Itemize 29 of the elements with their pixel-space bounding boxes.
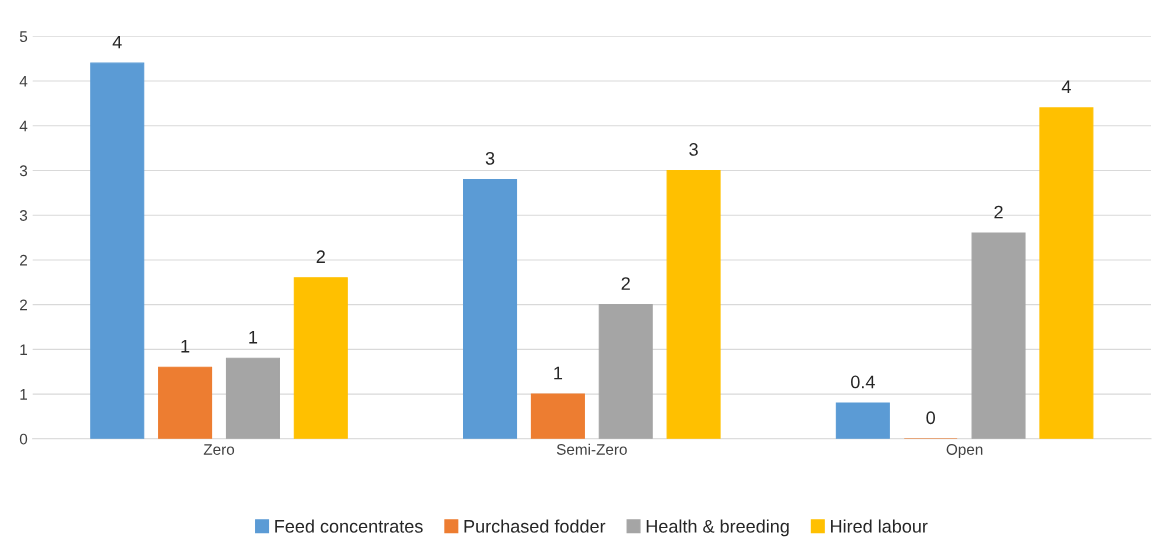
legend-label: Purchased fodder (464, 519, 606, 533)
x-tick-label: Zero (203, 444, 235, 455)
y-tick-label: 3 (19, 210, 28, 221)
x-tick-label: Semi-Zero (556, 443, 627, 455)
y-tick-label: 1 (20, 344, 28, 355)
data-label: 3 (689, 143, 698, 156)
y-tick-label: 1 (20, 389, 28, 400)
data-label: 4 (1061, 80, 1071, 94)
legend-label: Health & breeding (646, 519, 789, 537)
data-label: 4 (112, 35, 122, 49)
data-label: 3 (485, 151, 495, 165)
x-tick-label: Open (946, 444, 983, 458)
y-tick-label: 4 (19, 120, 28, 132)
data-label: 0.4 (851, 375, 875, 389)
y-tick-label: 4 (19, 76, 28, 87)
y-tick-label: 5 (19, 31, 28, 43)
legend-label: Hired labour (831, 519, 928, 533)
data-label: 0 (926, 411, 936, 425)
y-tick-label: 2 (20, 254, 27, 266)
data-label: 2 (621, 277, 630, 290)
y-tick-label: 2 (20, 299, 27, 311)
data-label: 2 (316, 250, 325, 263)
y-tick-label: 0 (19, 433, 28, 445)
data-label: 1 (554, 366, 563, 380)
data-label: 1 (249, 331, 258, 344)
legend-label: Feed concentrates (275, 519, 423, 533)
data-label: 2 (994, 205, 1003, 219)
y-tick-label: 3 (19, 165, 28, 177)
data-label: 1 (181, 339, 190, 353)
